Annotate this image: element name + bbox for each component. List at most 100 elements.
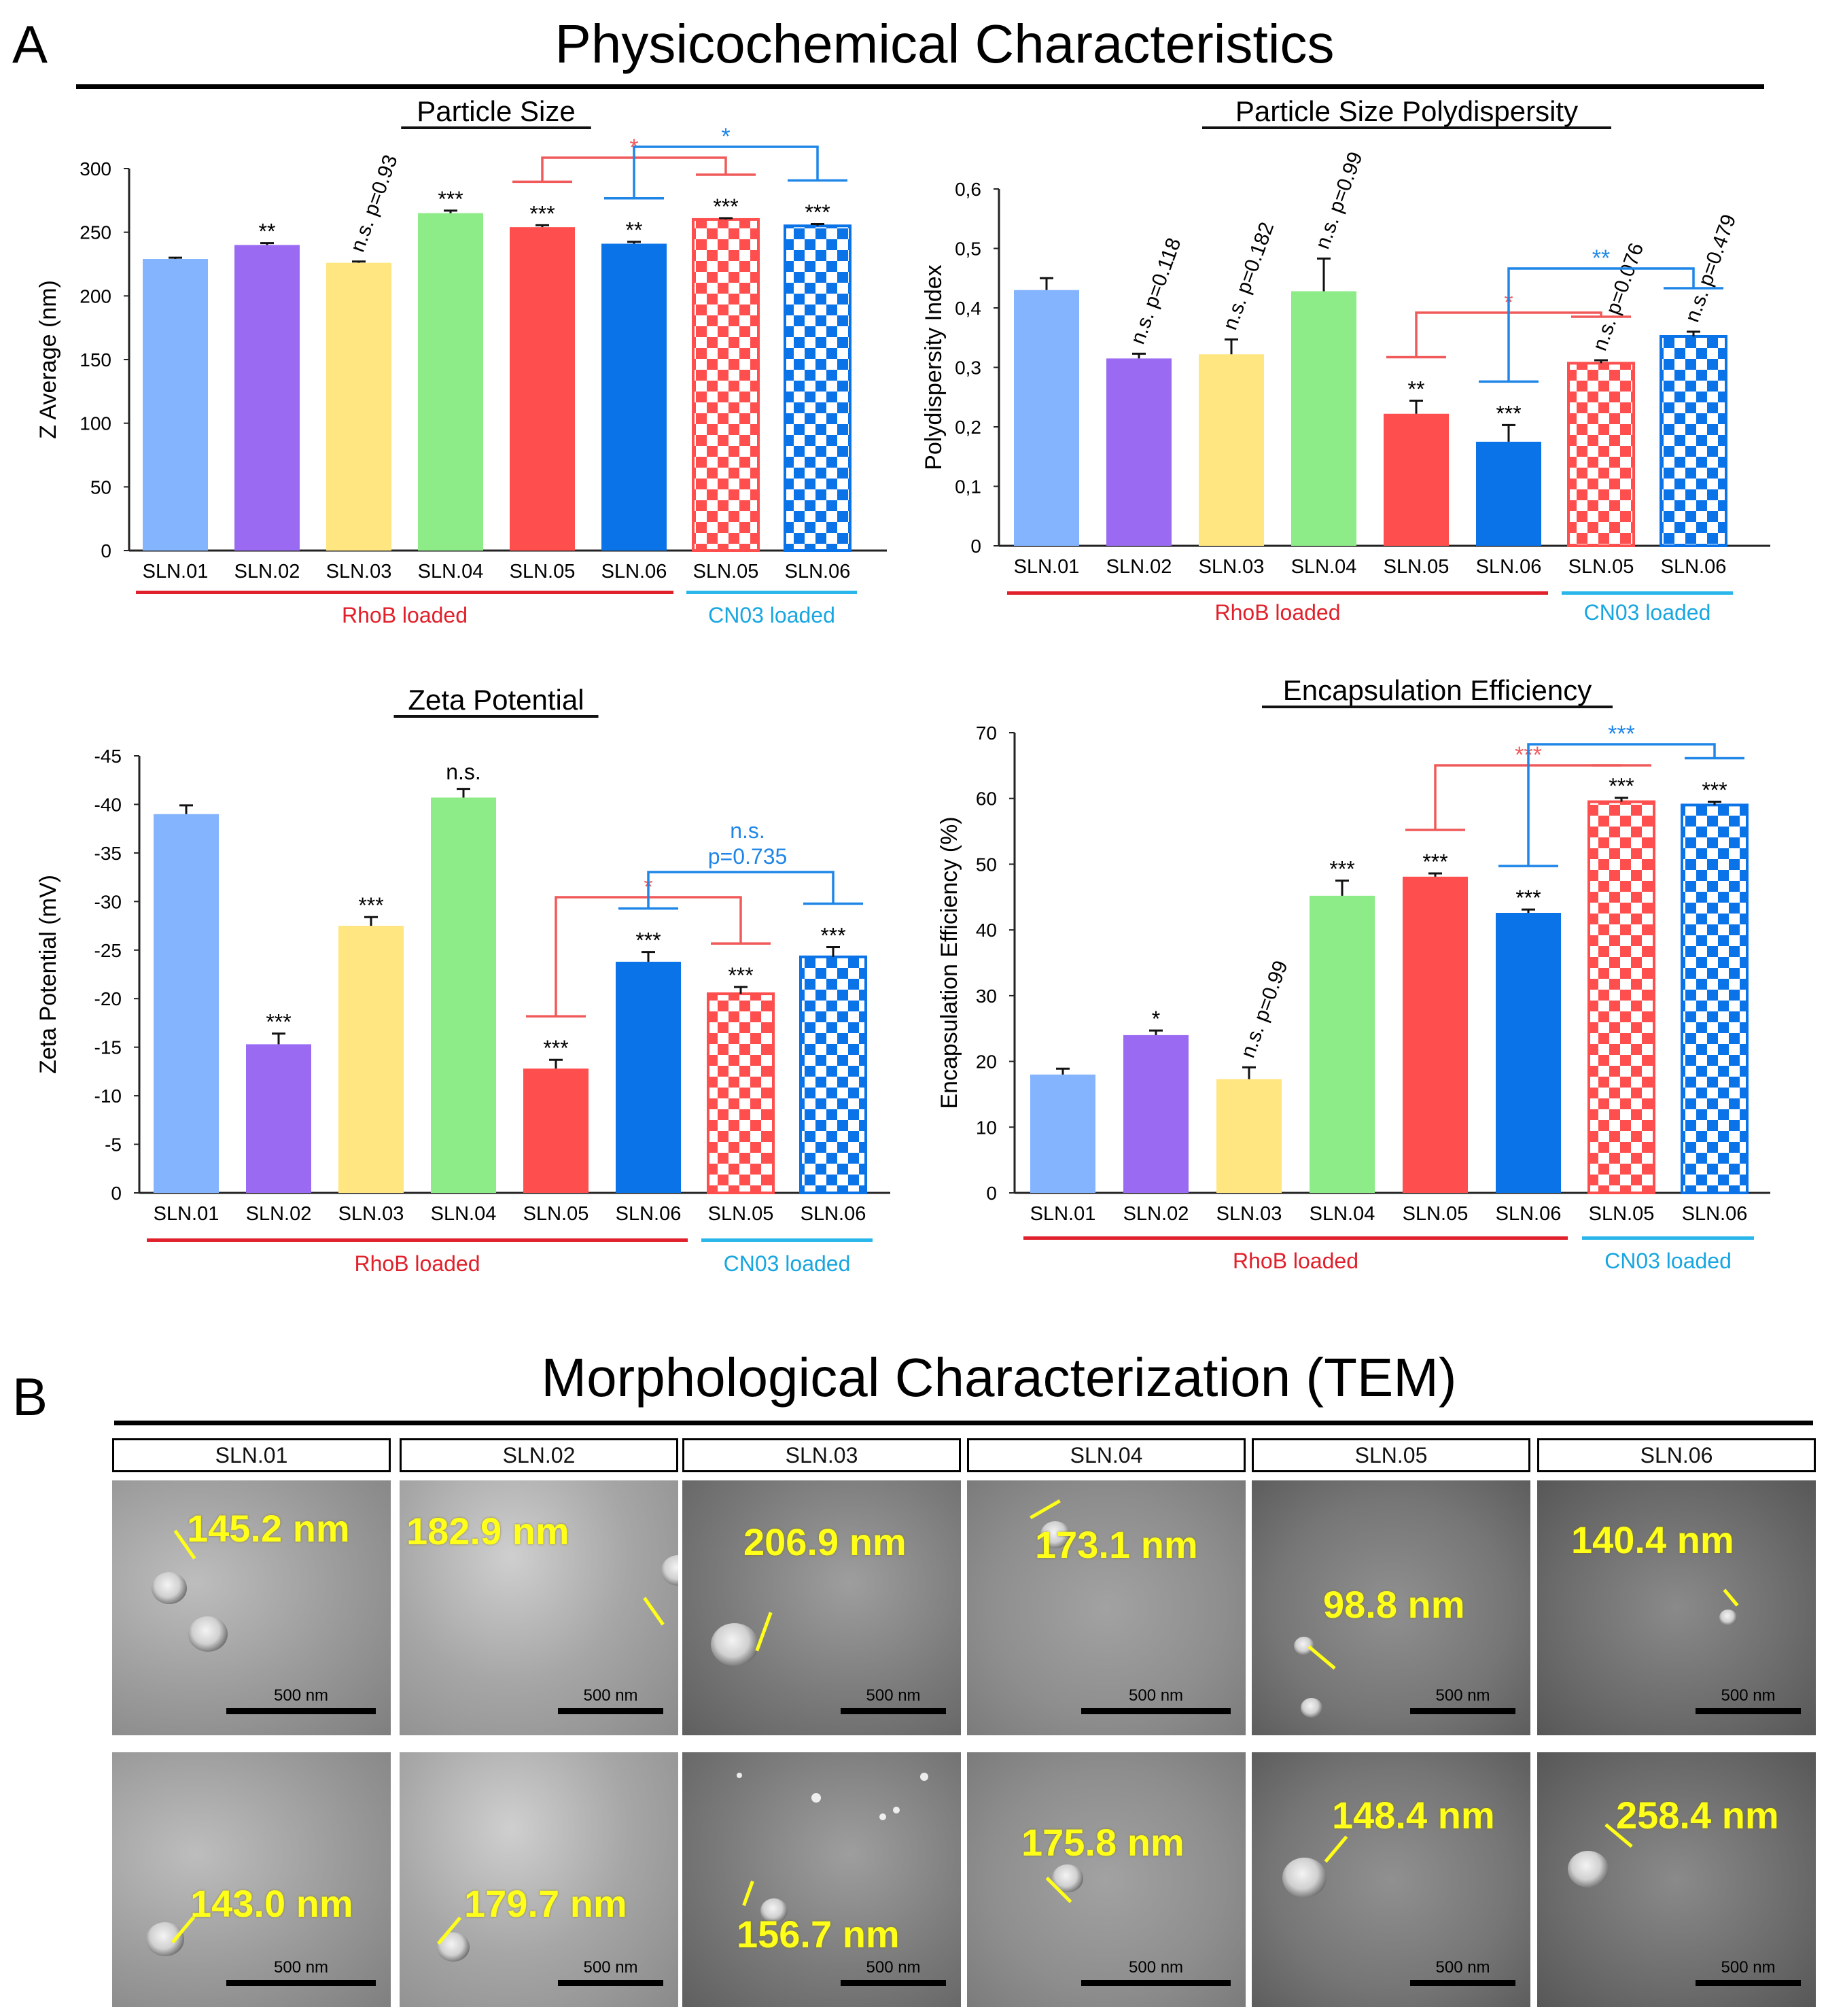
group-underline — [1007, 591, 1548, 595]
tem-image: 143.0 nm 500 nm — [112, 1752, 391, 2007]
x-tick-label: SLN.01 — [154, 1203, 220, 1225]
speck — [811, 1793, 821, 1803]
tem-image: 98.8 nm 500 nm — [1252, 1480, 1530, 1735]
y-tick-label: -5 — [105, 1134, 122, 1155]
x-tick-label: SLN.06 — [785, 561, 851, 583]
bar-sln03 — [1216, 1079, 1282, 1193]
section-b-rule — [114, 1421, 1813, 1425]
measurement-label: 182.9 nm — [406, 1510, 569, 1552]
tem-column-header: SLN.02 — [400, 1438, 678, 1472]
nanoparticle — [1568, 1851, 1609, 1888]
comparison-bracket — [1434, 764, 1621, 830]
y-tick-label: -30 — [94, 891, 122, 912]
nanoparticle — [661, 1555, 678, 1586]
y-tick-label: 50 — [90, 476, 111, 498]
y-axis-label: Encapsulation Efficiency (%) — [936, 816, 962, 1109]
y-tick-label: 0 — [101, 540, 111, 561]
significance-label: *** — [1702, 778, 1727, 803]
y-tick-label: 0 — [970, 536, 981, 557]
chart-title: Zeta Potential — [408, 684, 584, 716]
x-tick-label: SLN.04 — [1310, 1203, 1375, 1225]
tem-image: 206.9 nm 500 nm — [682, 1480, 961, 1735]
x-tick-label: SLN.02 — [246, 1203, 312, 1225]
measurement-line — [1324, 1835, 1348, 1863]
section-a-title: Physicochemical Characteristics — [555, 14, 1334, 74]
y-tick-label: -15 — [94, 1037, 122, 1058]
x-tick-label: SLN.02 — [1106, 556, 1172, 578]
nanoparticle — [152, 1572, 187, 1604]
significance-label: *** — [266, 1010, 291, 1035]
section-b-title: Morphological Characterization (TEM) — [541, 1347, 1456, 1408]
y-axis-label: Z Average (nm) — [35, 280, 61, 439]
speck — [893, 1807, 900, 1813]
bar-sln06-cn03 — [799, 955, 867, 1195]
y-tick-label: 0,6 — [955, 179, 981, 200]
y-tick-label: -35 — [94, 843, 122, 864]
y-tick-label: 250 — [80, 222, 111, 243]
tem-image: 258.4 nm 500 nm — [1537, 1752, 1816, 2007]
measurement-label: 206.9 nm — [743, 1520, 907, 1563]
nanoparticle — [711, 1623, 758, 1666]
x-tick-label: SLN.03 — [1216, 1203, 1282, 1225]
group-label: CN03 loaded — [708, 603, 835, 627]
tem-column-header: SLN.03 — [682, 1438, 961, 1472]
bar-sln04 — [418, 213, 483, 551]
significance-label: *** — [635, 928, 661, 953]
bar-sln06 — [1476, 441, 1541, 546]
y-tick-label: 70 — [976, 723, 997, 744]
y-tick-label: 0,3 — [955, 358, 981, 379]
group-label: CN03 loaded — [1584, 600, 1711, 625]
tem-image: 182.9 nm 500 nm — [400, 1480, 678, 1735]
significance-label: n.s. — [446, 760, 481, 784]
y-tick-label: -20 — [94, 988, 122, 1009]
group-underline — [701, 1238, 873, 1242]
y-tick-label: 100 — [80, 413, 111, 434]
section-a-rule — [76, 84, 1764, 89]
bar-sln05-cn03 — [1567, 362, 1635, 547]
y-tick-label: 150 — [80, 349, 111, 370]
nanoparticle — [1282, 1858, 1327, 1898]
panel-a-label: A — [12, 14, 48, 74]
bar-sln02 — [234, 245, 300, 551]
tem-column-header: SLN.01 — [112, 1438, 391, 1472]
nanoparticle — [188, 1616, 228, 1652]
significance-label: ** — [626, 218, 643, 243]
significance-label: *** — [728, 963, 753, 988]
x-tick-label: SLN.03 — [1199, 556, 1265, 578]
tem-image: 156.7 nm 500 nm — [682, 1752, 961, 2007]
tem-column-header: SLN.05 — [1252, 1438, 1530, 1472]
scale-bar — [841, 1708, 946, 1714]
y-tick-label: 0,4 — [955, 298, 981, 319]
group-underline — [1023, 1236, 1568, 1240]
y-tick-label: 20 — [976, 1052, 997, 1073]
chart-title-underline — [393, 715, 599, 718]
measurement-label: 148.4 nm — [1332, 1794, 1495, 1837]
x-tick-label: SLN.05 — [1384, 556, 1450, 578]
comparison-label: ** — [1592, 245, 1610, 271]
y-tick-label: 30 — [976, 986, 997, 1007]
bar-sln05 — [510, 227, 575, 551]
group-label: CN03 loaded — [724, 1251, 851, 1276]
measurement-line — [1723, 1588, 1739, 1607]
nanoparticle — [146, 1922, 184, 1957]
scale-bar-label: 500 nm — [1435, 1958, 1490, 1977]
measurement-line — [643, 1597, 665, 1626]
scale-bar-label: 500 nm — [274, 1958, 329, 1977]
bar-sln06-cn03 — [784, 224, 851, 552]
scale-bar — [226, 1980, 376, 1986]
scale-bar — [1696, 1708, 1801, 1714]
chart-title-underline — [401, 126, 591, 129]
x-tick-label: SLN.01 — [143, 561, 209, 583]
scale-bar — [558, 1708, 663, 1714]
tem-image: 148.4 nm 500 nm — [1252, 1752, 1530, 2007]
chart-title-underline — [1202, 126, 1611, 129]
comparison-label: *** — [1608, 721, 1635, 747]
significance-label: n.s. p=0.99 — [1237, 958, 1293, 1061]
scale-bar-label: 500 nm — [583, 1958, 638, 1977]
nanoparticle — [760, 1898, 788, 1923]
x-tick-label: SLN.05 — [510, 561, 576, 583]
y-tick-label: 0 — [986, 1183, 997, 1204]
measurement-label: 173.1 nm — [1035, 1523, 1198, 1566]
y-tick-label: 0,2 — [955, 417, 981, 438]
significance-label: ** — [1408, 377, 1425, 402]
